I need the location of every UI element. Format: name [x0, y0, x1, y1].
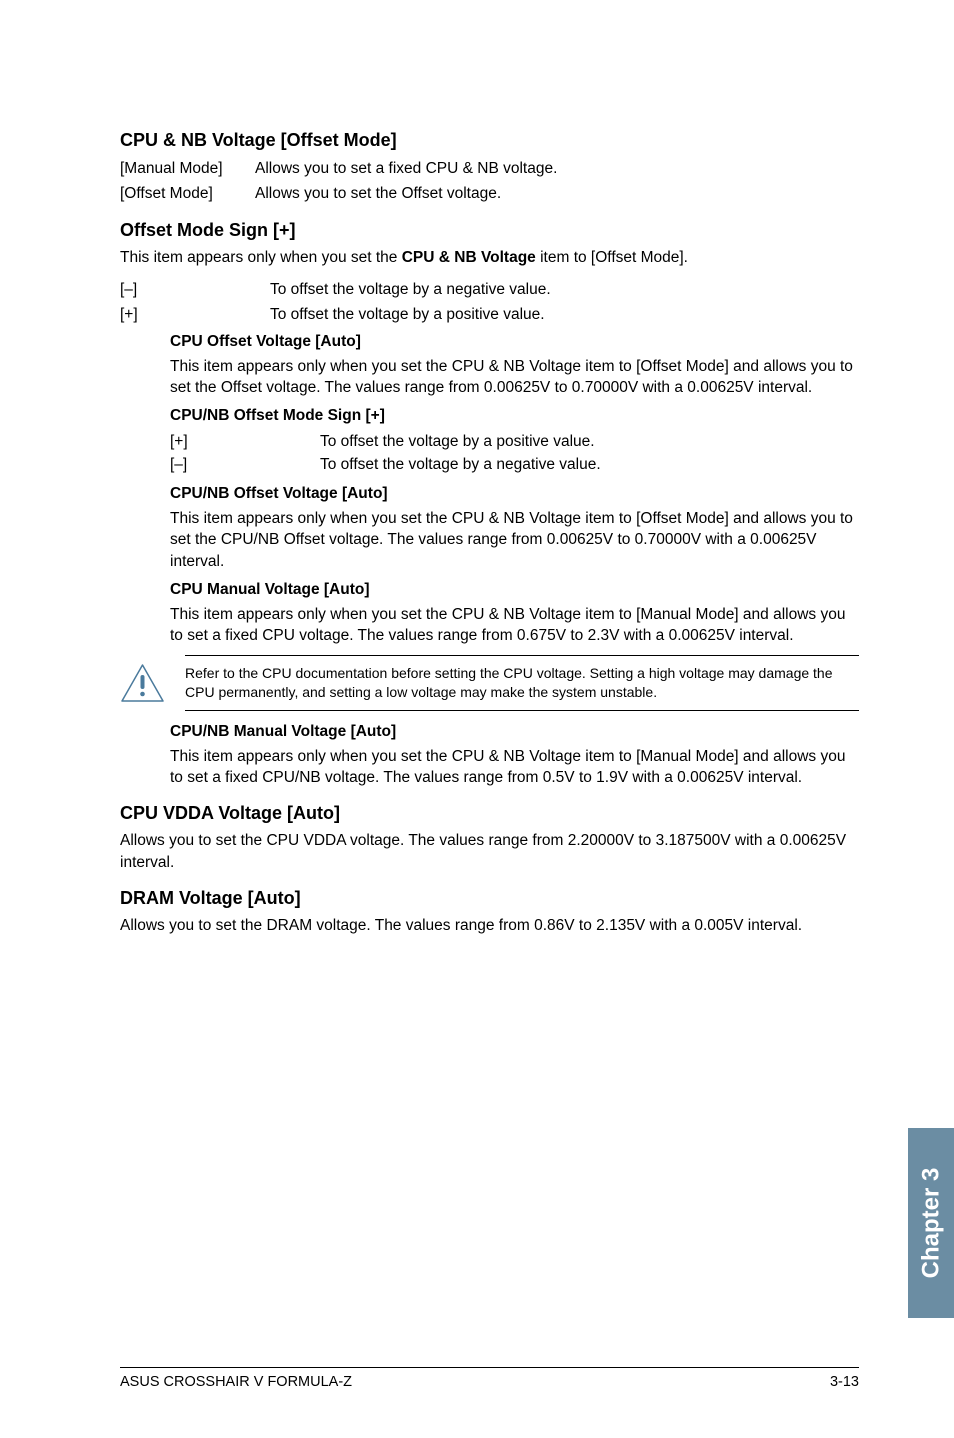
- intro-bold: CPU & NB Voltage: [402, 249, 536, 266]
- caution-text: Refer to the CPU documentation before se…: [185, 655, 859, 711]
- sub-heading: CPU/NB Offset Mode Sign [+]: [170, 407, 859, 425]
- chapter-label: Chapter 3: [917, 1168, 945, 1279]
- option-row: [–] To offset the voltage by a negative …: [120, 278, 859, 301]
- option-key: [Manual Mode]: [120, 157, 255, 180]
- option-key: [+]: [170, 430, 320, 453]
- body-text: Allows you to set the DRAM voltage. The …: [120, 915, 859, 937]
- sub-block-cpu-nb-offset-voltage: CPU/NB Offset Voltage [Auto] This item a…: [170, 485, 859, 573]
- sub-heading: CPU Offset Voltage [Auto]: [170, 333, 859, 351]
- sub-block-cpu-nb-manual-voltage: CPU/NB Manual Voltage [Auto] This item a…: [170, 723, 859, 789]
- page-content: CPU & NB Voltage [Offset Mode] [Manual M…: [0, 0, 954, 996]
- sub-body: This item appears only when you set the …: [170, 604, 859, 647]
- option-row: [Offset Mode] Allows you to set the Offs…: [120, 182, 859, 205]
- intro-pre: This item appears only when you set the: [120, 249, 402, 266]
- sub-heading: CPU/NB Manual Voltage [Auto]: [170, 723, 859, 741]
- sub-block-cpu-nb-offset-sign: CPU/NB Offset Mode Sign [+] [+] To offse…: [170, 407, 859, 477]
- option-value: To offset the voltage by a negative valu…: [270, 278, 859, 301]
- option-row: [+] To offset the voltage by a positive …: [170, 430, 859, 453]
- page-footer: ASUS CROSSHAIR V FORMULA-Z 3-13: [120, 1367, 859, 1390]
- option-key: [–]: [120, 278, 270, 301]
- footer-left: ASUS CROSSHAIR V FORMULA-Z: [120, 1374, 352, 1390]
- option-value: To offset the voltage by a positive valu…: [320, 430, 859, 453]
- sub-heading: CPU/NB Offset Voltage [Auto]: [170, 485, 859, 503]
- body-text: Allows you to set the CPU VDDA voltage. …: [120, 830, 859, 873]
- heading-offset-mode-sign: Offset Mode Sign [+]: [120, 220, 859, 241]
- intro-text: This item appears only when you set the …: [120, 247, 859, 269]
- option-row: [Manual Mode] Allows you to set a fixed …: [120, 157, 859, 180]
- intro-post: item to [Offset Mode].: [536, 249, 688, 266]
- heading-dram-voltage: DRAM Voltage [Auto]: [120, 888, 859, 909]
- option-key: [+]: [120, 303, 270, 326]
- sub-block-cpu-offset-voltage: CPU Offset Voltage [Auto] This item appe…: [170, 333, 859, 399]
- caution-note: Refer to the CPU documentation before se…: [120, 655, 859, 711]
- sub-body: This item appears only when you set the …: [170, 746, 859, 789]
- chapter-tab: Chapter 3: [908, 1128, 954, 1318]
- sub-block-cpu-manual-voltage: CPU Manual Voltage [Auto] This item appe…: [170, 581, 859, 647]
- footer-right: 3-13: [830, 1374, 859, 1390]
- sub-body: This item appears only when you set the …: [170, 356, 859, 399]
- option-row: [+] To offset the voltage by a positive …: [120, 303, 859, 326]
- caution-icon: [120, 663, 165, 703]
- option-key: [Offset Mode]: [120, 182, 255, 205]
- sub-body: This item appears only when you set the …: [170, 508, 859, 573]
- option-value: To offset the voltage by a positive valu…: [270, 303, 859, 326]
- sub-heading: CPU Manual Voltage [Auto]: [170, 581, 859, 599]
- heading-cpu-vdda-voltage: CPU VDDA Voltage [Auto]: [120, 803, 859, 824]
- option-key: [–]: [170, 453, 320, 476]
- option-value: To offset the voltage by a negative valu…: [320, 453, 859, 476]
- heading-cpu-nb-voltage: CPU & NB Voltage [Offset Mode]: [120, 130, 859, 151]
- option-row: [–] To offset the voltage by a negative …: [170, 453, 859, 476]
- option-value: Allows you to set the Offset voltage.: [255, 182, 859, 205]
- option-value: Allows you to set a fixed CPU & NB volta…: [255, 157, 859, 180]
